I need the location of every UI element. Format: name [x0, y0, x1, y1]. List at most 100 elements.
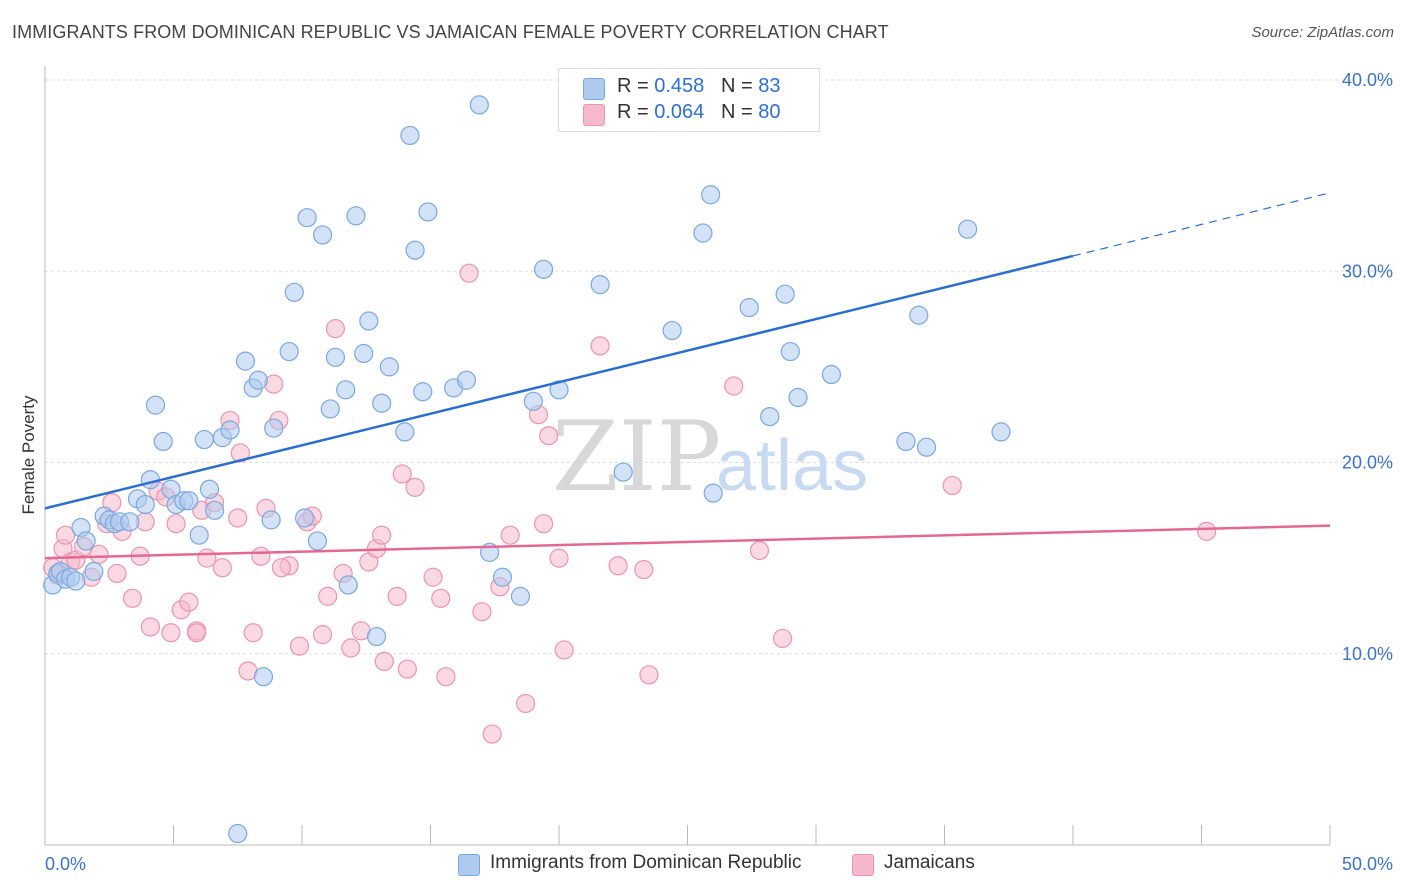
- jamaican-point: [423, 567, 443, 587]
- dominican-point: [76, 531, 96, 551]
- jamaican-point: [500, 525, 520, 545]
- dominican-point: [896, 431, 916, 452]
- dominican-point: [320, 399, 340, 419]
- r-label: R =: [617, 101, 655, 123]
- dominican-point: [366, 626, 387, 647]
- watermark-atlas: atlas: [716, 426, 868, 506]
- r-label: R =: [617, 75, 655, 97]
- dominican-point: [248, 370, 268, 390]
- legend-label: Immigrants from Dominican Republic: [490, 852, 802, 873]
- jamaican-point: [374, 651, 394, 672]
- dominican-point: [405, 240, 425, 260]
- n-value: 83: [758, 75, 781, 97]
- jamaican-point: [179, 592, 199, 612]
- dominican-point: [533, 259, 554, 279]
- dominican-point: [372, 393, 392, 413]
- dominican-point: [153, 431, 173, 452]
- jamaican-point: [228, 508, 248, 528]
- jamaican-point: [166, 514, 186, 534]
- y-tick-label: 10.0%: [1342, 644, 1393, 664]
- dominican-point: [549, 380, 569, 400]
- jamaican-point: [436, 667, 456, 687]
- dominican-point: [253, 667, 274, 687]
- jamaican-point: [271, 558, 292, 578]
- dominican-point: [261, 510, 281, 530]
- dominican-point: [590, 275, 610, 295]
- jamaican-point: [341, 638, 361, 658]
- dominican-point: [84, 561, 104, 582]
- dominican-points: [43, 95, 1011, 844]
- legend-label: Jamaicans: [884, 852, 975, 873]
- dominican-point: [788, 387, 808, 408]
- dominican-point: [120, 512, 140, 532]
- jamaican-point: [634, 559, 654, 580]
- dominican-point: [413, 382, 433, 402]
- jamaican-point: [392, 464, 412, 484]
- jamaican-point: [289, 636, 310, 656]
- dominican-point: [958, 219, 978, 239]
- dominican-point: [354, 343, 374, 364]
- jamaicans-trend-line: [44, 524, 1331, 560]
- jamaican-point: [472, 602, 492, 622]
- dominican-point: [492, 567, 513, 587]
- jamaican-point: [243, 623, 263, 643]
- x-tick-label: 50.0%: [1342, 854, 1393, 874]
- jamaican-point: [55, 525, 76, 545]
- jamaican-point: [549, 548, 569, 568]
- y-tick-label: 20.0%: [1342, 453, 1393, 473]
- dominican-point: [379, 357, 399, 377]
- watermark: ZIP atlas: [552, 401, 868, 513]
- dominican-point: [400, 125, 420, 146]
- jamaican-point: [122, 588, 142, 608]
- dominican-point: [991, 422, 1011, 442]
- jamaican-point: [554, 640, 574, 660]
- dominican-point: [228, 823, 248, 844]
- jamaican-point: [397, 659, 417, 679]
- dominican-point: [693, 223, 713, 243]
- jamaican-point: [161, 623, 181, 643]
- dominican-point: [264, 418, 284, 438]
- jamaican-point: [312, 625, 333, 645]
- dominican-point: [145, 395, 166, 415]
- jamaican-point: [608, 556, 628, 576]
- jamaican-point: [387, 586, 407, 606]
- stats-legend: R = 0.458 N = 83 R = 0.064 N = 80: [558, 68, 820, 132]
- jamaican-point: [533, 514, 554, 534]
- dominican-point: [220, 420, 240, 440]
- trend-lines: [44, 192, 1331, 560]
- jamaican-point: [515, 693, 536, 714]
- jamaicans-swatch: [583, 104, 605, 126]
- dominican-point: [821, 364, 842, 385]
- dominican-point: [701, 185, 721, 205]
- dominican-point: [739, 297, 759, 318]
- dominican-point: [297, 208, 317, 228]
- dominican-point: [775, 284, 795, 304]
- jamaican-point: [405, 477, 425, 497]
- dominican-point: [338, 575, 358, 595]
- dominican-point: [346, 206, 366, 226]
- jamaican-point: [372, 525, 392, 545]
- jamaican-point: [1197, 521, 1217, 541]
- jamaican-point: [230, 443, 250, 463]
- jamaican-point: [431, 588, 451, 608]
- y-axis-label: Female Poverty: [19, 395, 38, 515]
- dominican-point: [916, 437, 937, 457]
- r-value: 0.064: [654, 101, 705, 123]
- jamaican-point: [942, 475, 962, 496]
- dominican-point: [613, 462, 633, 482]
- watermark-zip: ZIP: [552, 401, 721, 513]
- jamaican-point: [140, 617, 160, 637]
- chart-title: IMMIGRANTS FROM DOMINICAN REPUBLIC VS JA…: [12, 22, 889, 42]
- dominican-point: [205, 500, 225, 520]
- dominican-point: [199, 479, 220, 499]
- n-value: 80: [758, 101, 781, 123]
- dominican-point: [523, 391, 543, 411]
- jamaican-point: [251, 546, 271, 566]
- jamaican-point: [325, 319, 346, 339]
- dominican-point: [194, 429, 214, 450]
- jamaican-point: [318, 586, 338, 606]
- x-tick-label: 0.0%: [45, 854, 86, 874]
- dominican-point: [307, 531, 328, 551]
- jamaican-point: [772, 628, 793, 649]
